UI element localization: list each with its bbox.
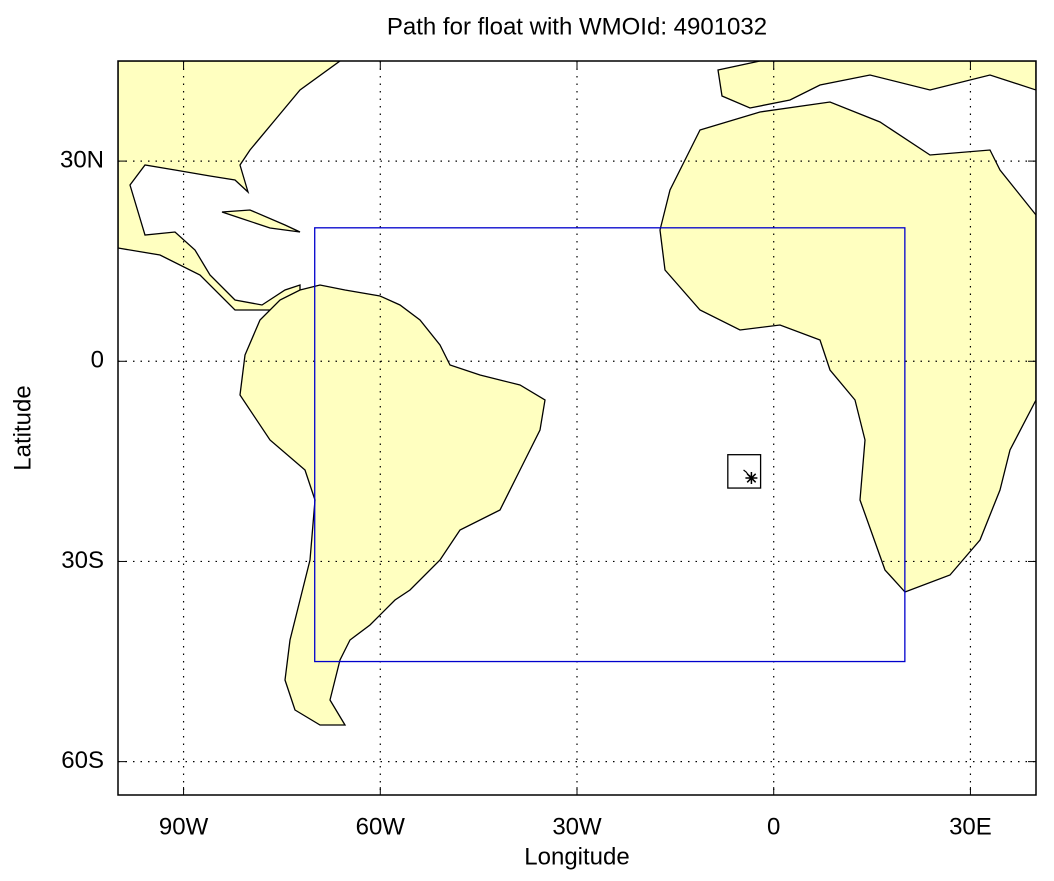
land (118, 61, 1036, 726)
south-america (239, 284, 546, 726)
x-tick-label: 30E (949, 813, 992, 840)
map-title: Path for float with WMOId: 4901032 (387, 13, 767, 40)
region-box (727, 454, 762, 489)
float-last-position (745, 472, 758, 485)
x-tick-label: 60W (356, 813, 406, 840)
europe (717, 61, 1036, 109)
y-tick-label: 30S (61, 547, 104, 574)
y-tick-label: 0 (91, 347, 104, 374)
y-axis-label: Latitude (9, 385, 36, 470)
x-tick-label: 90W (159, 813, 209, 840)
y-tick-label: 60S (61, 747, 104, 774)
north-america (118, 61, 342, 311)
region-box (314, 227, 906, 663)
y-tick-label: 30N (60, 146, 104, 173)
x-axis-label: Longitude (524, 843, 629, 870)
cuba (221, 209, 301, 233)
x-tick-label: 30W (552, 813, 602, 840)
x-tick-label: 0 (767, 813, 780, 840)
africa (659, 101, 1036, 593)
